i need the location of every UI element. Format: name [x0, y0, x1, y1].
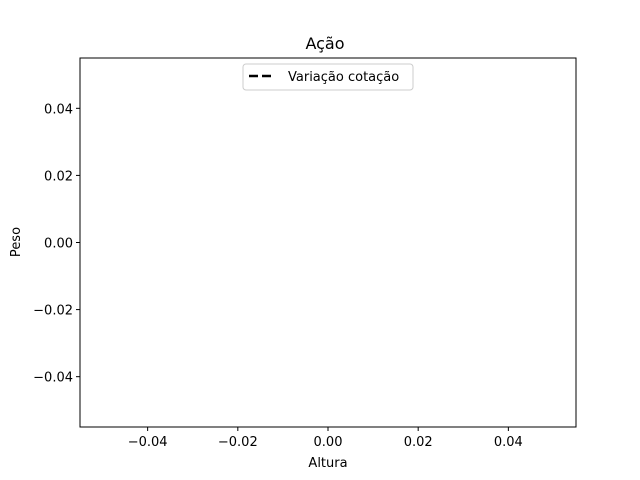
x-tick-label: 0.00	[314, 435, 343, 450]
y-axis: 0.04 0.02 0.00 −0.02 −0.04	[33, 102, 80, 386]
y-tick-label: 0.00	[44, 237, 73, 252]
y-tick-label: 0.04	[44, 102, 73, 117]
x-axis-label: Altura	[308, 456, 347, 471]
y-axis-label: Peso	[9, 227, 24, 257]
legend-label: Variação cotação	[288, 70, 399, 85]
x-axis: −0.04 −0.02 0.00 0.02 0.04	[128, 427, 523, 450]
x-tick-label: 0.02	[404, 435, 433, 450]
legend-box	[242, 63, 414, 91]
plot-frame	[79, 57, 577, 428]
x-tick-label: −0.02	[218, 435, 258, 450]
legend: Variação cotação	[242, 63, 414, 91]
x-tick-label: 0.04	[494, 435, 523, 450]
x-tick-label: −0.04	[128, 435, 168, 450]
y-tick-label: 0.02	[44, 169, 73, 184]
y-tick-label: −0.04	[33, 371, 73, 386]
y-tick-label: −0.02	[33, 304, 73, 319]
chart-title: Ação	[305, 34, 344, 53]
